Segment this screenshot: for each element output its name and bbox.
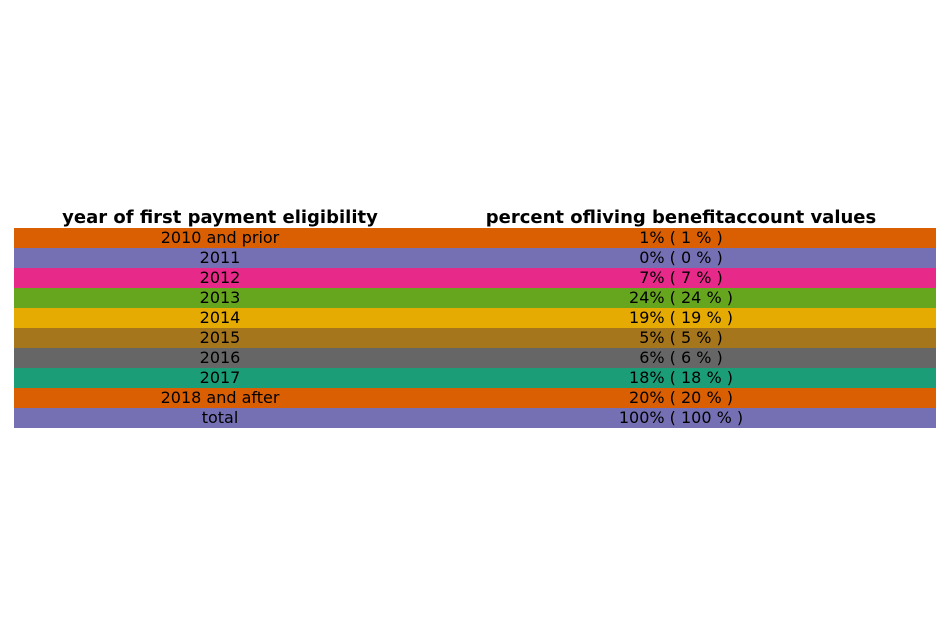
cell-percent: 0% ( 0 % ) <box>639 248 723 267</box>
cell-year: 2017 <box>199 368 241 387</box>
table-row: 2017 18% ( 18 % ) <box>14 368 936 388</box>
table-row: 2018 and after 20% ( 20 % ) <box>14 388 936 408</box>
cell-year: total <box>201 408 239 427</box>
cell-year: 2012 <box>199 268 241 287</box>
cell-percent: 100% ( 100 % ) <box>618 408 744 427</box>
table-row: 2013 24% ( 24 % ) <box>14 288 936 308</box>
cell-year: 2016 <box>199 348 241 367</box>
cell-year: 2018 and after <box>160 388 280 407</box>
cell-year: 2015 <box>199 328 241 347</box>
column-header-year: year of first payment eligibility <box>14 207 426 228</box>
table-row: 2011 0% ( 0 % ) <box>14 248 936 268</box>
cell-percent: 7% ( 7 % ) <box>639 268 723 287</box>
table-row: 2016 6% ( 6 % ) <box>14 348 936 368</box>
cell-year: 2014 <box>199 308 241 327</box>
table-row: 2015 5% ( 5 % ) <box>14 328 936 348</box>
column-header-percent: percent ofliving benefitaccount values <box>426 207 936 228</box>
cell-percent: 6% ( 6 % ) <box>639 348 723 367</box>
cell-year: 2010 and prior <box>160 228 280 247</box>
table-row: 2012 7% ( 7 % ) <box>14 268 936 288</box>
cell-percent: 18% ( 18 % ) <box>629 368 733 387</box>
data-table: year of first payment eligibility percen… <box>14 207 936 428</box>
cell-year: 2011 <box>199 248 241 267</box>
table-row: total 100% ( 100 % ) <box>14 408 936 428</box>
cell-percent: 5% ( 5 % ) <box>639 328 723 347</box>
cell-year: 2013 <box>199 288 241 307</box>
cell-percent: 19% ( 19 % ) <box>629 308 733 327</box>
table-row: 2014 19% ( 19 % ) <box>14 308 936 328</box>
cell-percent: 20% ( 20 % ) <box>629 388 733 407</box>
cell-percent: 24% ( 24 % ) <box>629 288 733 307</box>
table-row: 2010 and prior 1% ( 1 % ) <box>14 228 936 248</box>
table-body: 2010 and prior 1% ( 1 % ) 2011 0% ( 0 % ) 20… <box>14 228 936 428</box>
cell-percent: 1% ( 1 % ) <box>639 228 723 247</box>
header-row: year of first payment eligibility percen… <box>14 207 936 228</box>
